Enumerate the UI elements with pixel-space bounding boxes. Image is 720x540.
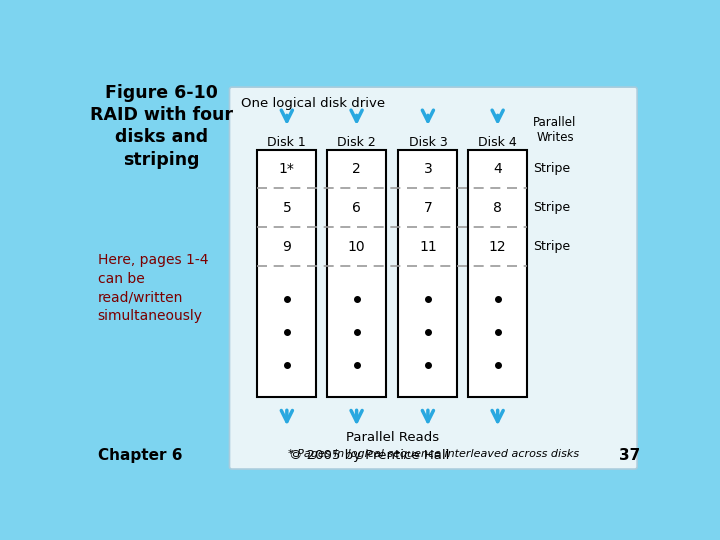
- Text: © 2005 by Prentice Hall: © 2005 by Prentice Hall: [289, 449, 449, 462]
- Text: 2: 2: [352, 162, 361, 176]
- Text: Here, pages 1-4
can be
read/written
simultaneously: Here, pages 1-4 can be read/written simu…: [98, 253, 208, 322]
- Text: 4: 4: [493, 162, 502, 176]
- Bar: [398, 150, 457, 397]
- Text: 12: 12: [489, 240, 506, 254]
- Bar: [468, 150, 527, 397]
- Bar: [258, 150, 316, 397]
- Text: 10: 10: [348, 240, 366, 254]
- Text: One logical disk drive: One logical disk drive: [241, 97, 385, 110]
- Text: Stripe: Stripe: [534, 240, 570, 253]
- Bar: [327, 150, 386, 397]
- Text: 11: 11: [419, 240, 437, 254]
- Text: 9: 9: [282, 240, 292, 254]
- Text: Disk 2: Disk 2: [337, 136, 376, 148]
- Text: 1*: 1*: [279, 162, 294, 176]
- Text: Stripe: Stripe: [534, 163, 570, 176]
- Text: Disk 1: Disk 1: [267, 136, 306, 148]
- Text: Figure 6-10
RAID with four
disks and
striping: Figure 6-10 RAID with four disks and str…: [90, 84, 233, 168]
- Text: 3: 3: [423, 162, 432, 176]
- FancyBboxPatch shape: [230, 87, 637, 469]
- Text: Parallel Reads: Parallel Reads: [346, 431, 438, 444]
- Text: 6: 6: [352, 201, 361, 215]
- Text: Disk 3: Disk 3: [408, 136, 447, 148]
- Text: * Pages in logical sequence interleaved across disks: * Pages in logical sequence interleaved …: [288, 449, 579, 459]
- Text: 8: 8: [493, 201, 502, 215]
- Text: Chapter 6: Chapter 6: [98, 448, 182, 463]
- Text: Disk 4: Disk 4: [478, 136, 517, 148]
- Text: 7: 7: [423, 201, 432, 215]
- Text: 5: 5: [282, 201, 291, 215]
- Text: Parallel
Writes: Parallel Writes: [534, 116, 577, 144]
- Text: Stripe: Stripe: [534, 201, 570, 214]
- Text: 37: 37: [619, 448, 640, 463]
